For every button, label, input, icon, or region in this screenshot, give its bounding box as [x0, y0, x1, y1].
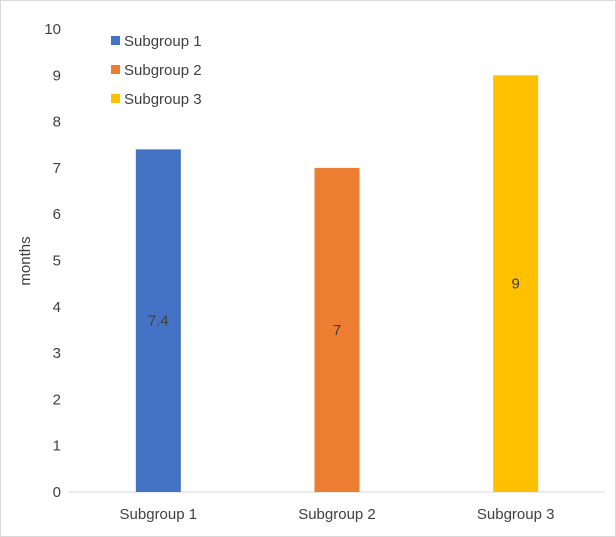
y-axis-label: months [17, 236, 34, 285]
x-axis-categories: Subgroup 1 Subgroup 2 Subgroup 3 [120, 506, 555, 523]
y-tick-label: 9 [53, 67, 61, 84]
legend-swatch [111, 65, 120, 74]
bar [493, 75, 539, 493]
bar [135, 149, 181, 492]
legend-entry: Subgroup 2 [124, 62, 202, 79]
y-tick-label: 5 [53, 253, 61, 270]
y-tick-label: 10 [44, 21, 61, 38]
data-label: 9 [511, 276, 519, 293]
legend: Subgroup 1 Subgroup 2 Subgroup 3 [111, 33, 202, 108]
x-category-label: Subgroup 3 [477, 506, 555, 523]
y-axis-ticks: 0 1 2 3 4 5 6 7 8 9 10 [44, 21, 61, 501]
y-tick-label: 8 [53, 114, 61, 131]
data-labels: 7.4 7 9 [148, 276, 520, 339]
legend-entry: Subgroup 3 [124, 91, 202, 108]
data-label: 7.4 [148, 313, 169, 330]
bars [135, 75, 539, 493]
bar [314, 167, 360, 492]
y-tick-label: 3 [53, 345, 61, 362]
y-tick-label: 2 [53, 391, 61, 408]
y-tick-label: 6 [53, 206, 61, 223]
y-tick-label: 1 [53, 438, 61, 455]
legend-entry: Subgroup 1 [124, 33, 202, 50]
y-tick-label: 4 [53, 299, 61, 316]
data-label: 7 [333, 322, 341, 339]
x-category-label: Subgroup 1 [120, 506, 198, 523]
y-tick-label: 7 [53, 160, 61, 177]
legend-swatch [111, 36, 120, 45]
x-category-label: Subgroup 2 [298, 506, 376, 523]
y-tick-label: 0 [53, 484, 61, 501]
legend-swatch [111, 94, 120, 103]
